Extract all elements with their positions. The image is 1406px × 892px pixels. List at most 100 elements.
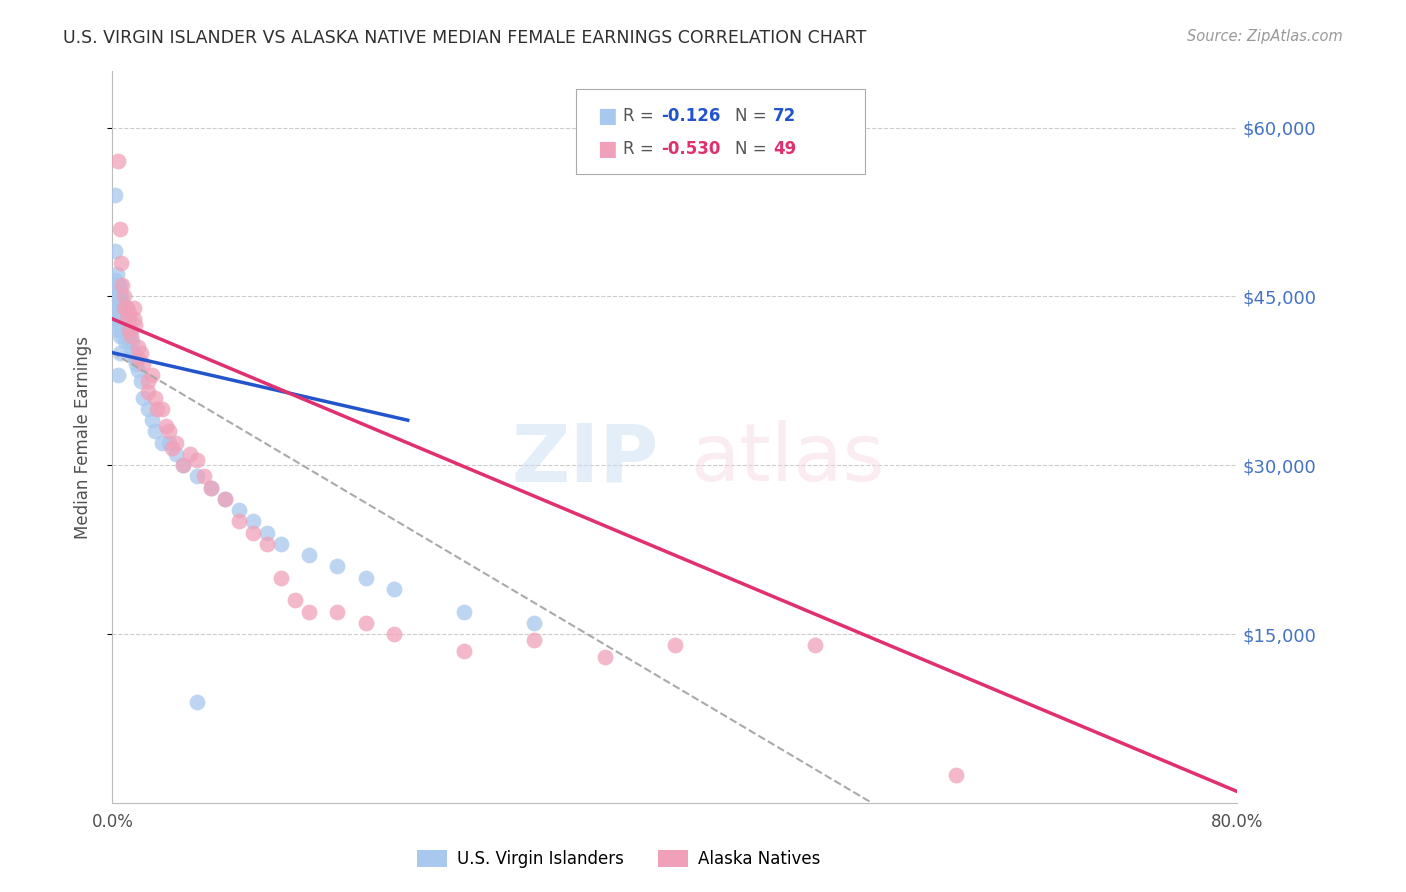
Point [270,537,292,551]
Point [108,222,131,236]
Point [127,340,149,354]
Point [115,312,138,326]
Point [326,559,349,574]
Point [186,469,208,483]
Point [120,323,142,337]
Point [124,351,146,366]
Point [157,425,180,439]
Point [114,334,136,349]
Point [136,401,159,416]
Point [122,301,145,315]
Point [150,401,173,416]
Point [115,323,138,337]
Point [105,267,128,281]
Text: R =: R = [623,140,654,158]
Point [200,481,222,495]
Point [354,571,377,585]
Point [118,334,141,349]
Point [110,301,132,315]
Y-axis label: Median Female Earnings: Median Female Earnings [73,335,91,539]
Point [105,295,128,310]
Point [382,627,405,641]
Text: 49: 49 [773,140,797,158]
Point [141,368,163,383]
Point [112,312,135,326]
Point [104,244,127,259]
Point [186,452,208,467]
Point [136,385,159,400]
Point [200,481,222,495]
Point [160,442,183,456]
Point [118,306,141,320]
Point [108,278,131,293]
Point [107,278,129,293]
Point [118,323,141,337]
Point [107,301,129,315]
Point [111,278,134,293]
Point [122,312,145,326]
Point [105,312,128,326]
Point [172,458,194,473]
Point [284,593,307,607]
Legend: U.S. Virgin Islanders, Alaska Natives: U.S. Virgin Islanders, Alaska Natives [411,844,827,875]
Point [107,312,129,326]
Point [165,447,187,461]
Point [132,357,155,371]
Point [664,638,686,652]
Point [453,644,475,658]
Point [121,334,143,349]
Point [112,289,135,303]
Point [326,605,349,619]
Point [228,503,250,517]
Point [117,312,139,326]
Point [112,323,135,337]
Point [110,289,132,303]
Point [242,525,264,540]
Text: ■: ■ [598,106,617,126]
Point [120,345,142,359]
Point [110,255,132,269]
Point [108,306,131,320]
Point [256,537,278,551]
Point [523,615,546,630]
Point [107,323,129,337]
Point [125,357,148,371]
Point [108,295,131,310]
Text: atlas: atlas [690,420,884,498]
Point [256,525,278,540]
Point [104,272,127,286]
Point [104,188,127,202]
Point [270,571,292,585]
Point [172,458,194,473]
Text: ■: ■ [598,139,617,159]
Text: U.S. VIRGIN ISLANDER VS ALASKA NATIVE MEDIAN FEMALE EARNINGS CORRELATION CHART: U.S. VIRGIN ISLANDER VS ALASKA NATIVE ME… [63,29,866,47]
Point [186,694,208,708]
Point [118,312,141,326]
Point [453,605,475,619]
Point [114,312,136,326]
Point [165,435,187,450]
Point [298,548,321,562]
Point [111,323,134,337]
Point [523,632,546,647]
Point [111,312,134,326]
Point [110,323,132,337]
Point [107,289,129,303]
Point [143,391,166,405]
Point [179,447,201,461]
Text: Source: ZipAtlas.com: Source: ZipAtlas.com [1187,29,1343,45]
Point [112,301,135,315]
Point [112,301,135,315]
Point [228,515,250,529]
Text: N =: N = [735,107,766,125]
Text: R =: R = [623,107,654,125]
Point [122,345,145,359]
Point [593,649,616,664]
Point [214,491,236,506]
Point [143,425,166,439]
Text: ZIP: ZIP [512,420,658,498]
Point [108,284,131,298]
Point [146,401,169,416]
Point [127,351,149,366]
Point [157,435,180,450]
